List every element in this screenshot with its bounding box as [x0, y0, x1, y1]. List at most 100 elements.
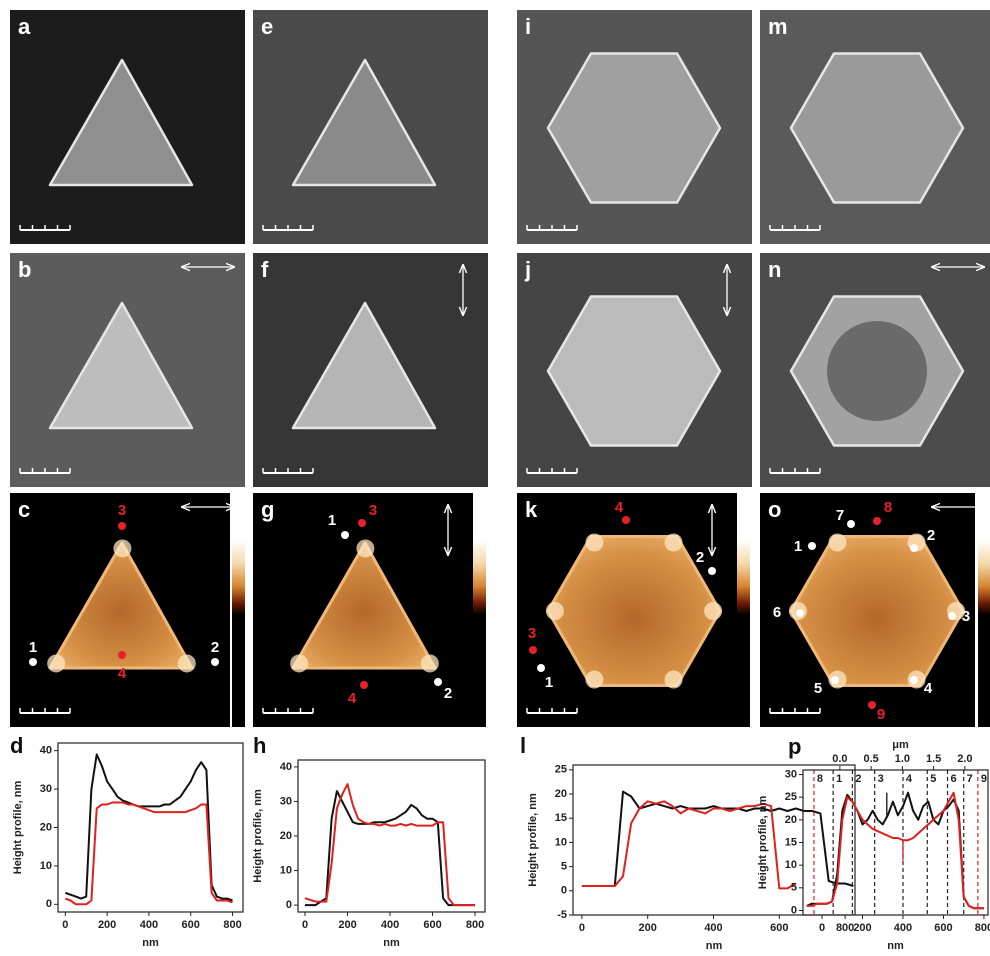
x-tick-label: 600: [934, 922, 952, 934]
point-label: 3: [962, 608, 970, 625]
point-label: 4: [615, 499, 624, 516]
point-label: 2: [696, 549, 704, 566]
point-label: 3: [369, 502, 377, 519]
point-marker: [831, 676, 839, 684]
x-tick-label: 200: [853, 922, 871, 934]
panel-letter: b: [18, 257, 31, 282]
point-marker: [360, 681, 368, 689]
colorbar: [473, 493, 486, 727]
panel-letter: j: [524, 257, 531, 282]
y-axis-label: Height profile, nm: [12, 781, 24, 875]
panel-letter: a: [18, 14, 31, 39]
x-axis-label: nm: [887, 940, 904, 952]
hot-spot: [665, 671, 683, 689]
y-tick-label: 30: [785, 768, 797, 780]
point-marker: [211, 658, 219, 666]
point-marker: [118, 522, 126, 530]
y-tick-label: 25: [555, 764, 567, 776]
point-label: 1: [545, 674, 553, 691]
y-tick-label: -5: [557, 909, 567, 921]
hot-spot: [290, 654, 308, 672]
hot-spot: [113, 539, 131, 557]
panel-letter: m: [768, 14, 788, 39]
x2-tick-label: 2.0: [957, 753, 972, 765]
hot-spot: [828, 533, 846, 551]
panel-letter: i: [525, 14, 531, 39]
x2-tick-label: 0.0: [832, 753, 847, 765]
y-tick-label: 10: [555, 836, 567, 848]
marker-label: 4: [906, 773, 913, 785]
hot-spot: [47, 654, 65, 672]
point-label: 1: [328, 512, 336, 529]
point-label: 6: [773, 604, 781, 621]
point-marker: [341, 531, 349, 539]
panel-letter: l: [520, 733, 526, 758]
point-label: 8: [884, 499, 892, 516]
panel-letter: g: [261, 497, 274, 522]
hot-spot: [665, 533, 683, 551]
point-label: 1: [794, 538, 802, 555]
profile-line: [582, 792, 854, 886]
point-marker: [622, 516, 630, 524]
point-label: 9: [877, 706, 885, 723]
point-label: 7: [836, 507, 844, 524]
y-tick-label: 25: [785, 791, 797, 803]
marker-label: 9: [981, 773, 987, 785]
x2-axis-label: μm: [892, 739, 909, 751]
hot-spot: [356, 539, 374, 557]
marker-label: 3: [878, 773, 884, 785]
y-tick-label: 20: [280, 830, 292, 842]
x-tick-label: 0: [62, 919, 68, 931]
x2-tick-label: 1.0: [895, 753, 910, 765]
y-tick-label: 10: [785, 859, 797, 871]
x-tick-label: 400: [704, 922, 722, 934]
y-tick-label: 40: [280, 761, 292, 773]
y-tick-label: 30: [40, 783, 52, 795]
point-label: 1: [29, 639, 37, 656]
panel-letter: k: [525, 497, 538, 522]
marker-label: 8: [817, 773, 823, 785]
x-tick-label: 400: [140, 919, 158, 931]
y-tick-label: 20: [40, 821, 52, 833]
panel-letter: d: [10, 733, 23, 758]
point-label: 5: [814, 680, 822, 697]
marker-label: 7: [967, 773, 973, 785]
x-tick-label: 800: [836, 922, 854, 934]
point-marker: [796, 609, 804, 617]
x2-tick-label: 1.5: [926, 753, 941, 765]
panel-letter: n: [768, 257, 781, 282]
x-tick-label: 600: [423, 919, 441, 931]
point-label: 4: [924, 680, 933, 697]
marker-label: 2: [855, 773, 861, 785]
y-tick-label: 20: [555, 788, 567, 800]
figure: abc3412efg1342ijk4231mno781263549d010203…: [0, 0, 990, 956]
y-tick-label: 0: [286, 899, 292, 911]
hot-spot: [585, 671, 603, 689]
panel-letter: p: [788, 734, 801, 759]
point-marker: [29, 658, 37, 666]
x-tick-label: 600: [770, 922, 788, 934]
panel-letter: o: [768, 497, 781, 522]
x-tick-label: 600: [182, 919, 200, 931]
x2-tick-label: 0.5: [863, 753, 878, 765]
plot-frame: [573, 765, 855, 915]
point-marker: [948, 612, 956, 620]
point-marker: [708, 567, 716, 575]
colorbar: [978, 493, 990, 727]
y-tick-label: 0: [791, 904, 797, 916]
point-marker: [910, 544, 918, 552]
panel-letter: c: [18, 497, 30, 522]
x-tick-label: 400: [381, 919, 399, 931]
hot-spot: [585, 533, 603, 551]
marker-label: 6: [950, 773, 956, 785]
point-marker: [847, 520, 855, 528]
marker-label: 5: [930, 773, 936, 785]
point-marker: [868, 701, 876, 709]
point-label: 2: [444, 685, 452, 702]
y-tick-label: 5: [791, 882, 797, 894]
hot-spot: [421, 654, 439, 672]
y-tick-label: 0: [46, 898, 52, 910]
point-label: 4: [118, 665, 127, 682]
point-label: 2: [211, 639, 219, 656]
point-marker: [910, 676, 918, 684]
